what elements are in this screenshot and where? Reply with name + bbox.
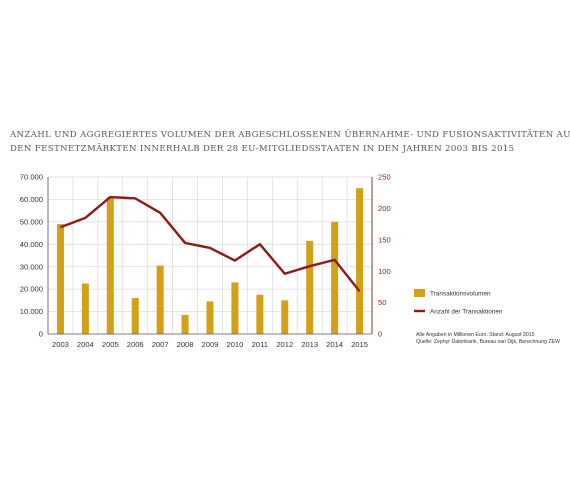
y-tick-label-left: 10.000 [20,307,43,316]
y-tick-label-left: 40.000 [20,240,43,249]
y-tick-label-left: 50.000 [20,217,43,226]
note-source: Quelle: Zephyr Datenbank, Bureau van Dij… [416,339,560,345]
x-tick-label: 2004 [77,340,94,349]
y-tick-label-left: 20.000 [20,285,43,294]
x-tick-label: 2010 [226,340,243,349]
y-tick-label-right: 150 [378,235,391,244]
bar-series-transaktionsvolumen [56,188,364,334]
x-tick-label: 2013 [301,340,318,349]
x-tick-label: 2006 [127,340,144,349]
legend-label-bar: Transaktionsvolumen [430,290,491,297]
bar-2005 [106,197,114,334]
y-tick-label-right: 100 [378,267,391,276]
y-tick-label-left: 0 [39,330,43,339]
bar-2003 [56,224,64,334]
bar-2012 [281,300,289,334]
bar-2014 [331,221,339,334]
chart-notes: Alle Angaben in Millionen Euro. Stand: A… [416,332,566,346]
chart-title: Anzahl und aggregiertes Volumen der abge… [10,128,570,156]
line-series-anzahl [60,195,361,293]
bar-2008 [181,314,189,334]
bar-2004 [81,283,89,334]
x-tick-label: 2007 [152,340,169,349]
bar-2007 [156,265,164,334]
grid-lines [47,176,373,334]
x-tick-label: 2005 [102,340,119,349]
chart-title-line-1: Anzahl und aggregiertes Volumen der abge… [10,130,570,140]
y-tick-label-left: 70.000 [20,173,43,182]
chart-title-line-2: den Festnetzmärkten innerhalb der 28 EU-… [10,144,515,154]
bar-2006 [131,298,139,334]
y-tick-label-right: 50 [378,298,386,307]
bar-2010 [231,282,239,334]
y-tick-label-right: 250 [378,173,391,182]
axes: 0 10.000 20.000 30.000 40.000 50.000 60.000 70.… [20,173,391,349]
x-tick-label: 2011 [252,340,268,349]
y-tick-label-left: 30.000 [20,262,43,271]
y-tick-label-right: 0 [378,330,382,339]
x-tick-label: 2003 [52,340,69,349]
note-units: Alle Angaben in Millionen Euro. Stand: A… [416,332,535,338]
y-tick-label-right: 200 [378,204,391,213]
legend-swatch-bar [414,289,425,297]
x-tick-label: 2014 [326,340,343,349]
legend: Transaktionsvolumen Anzahl der Transaktio… [414,289,503,315]
x-tick-label: 2008 [177,340,194,349]
bar-2015 [356,188,364,334]
legend-label-line: Anzahl der Transaktionen [430,308,503,315]
y-tick-label-left: 60.000 [20,195,43,204]
x-tick-label: 2012 [276,340,293,349]
bar-2009 [206,301,214,334]
x-tick-label: 2015 [351,340,368,349]
x-tick-label: 2009 [202,340,219,349]
bar-2011 [256,294,264,334]
bar-2013 [306,240,314,334]
